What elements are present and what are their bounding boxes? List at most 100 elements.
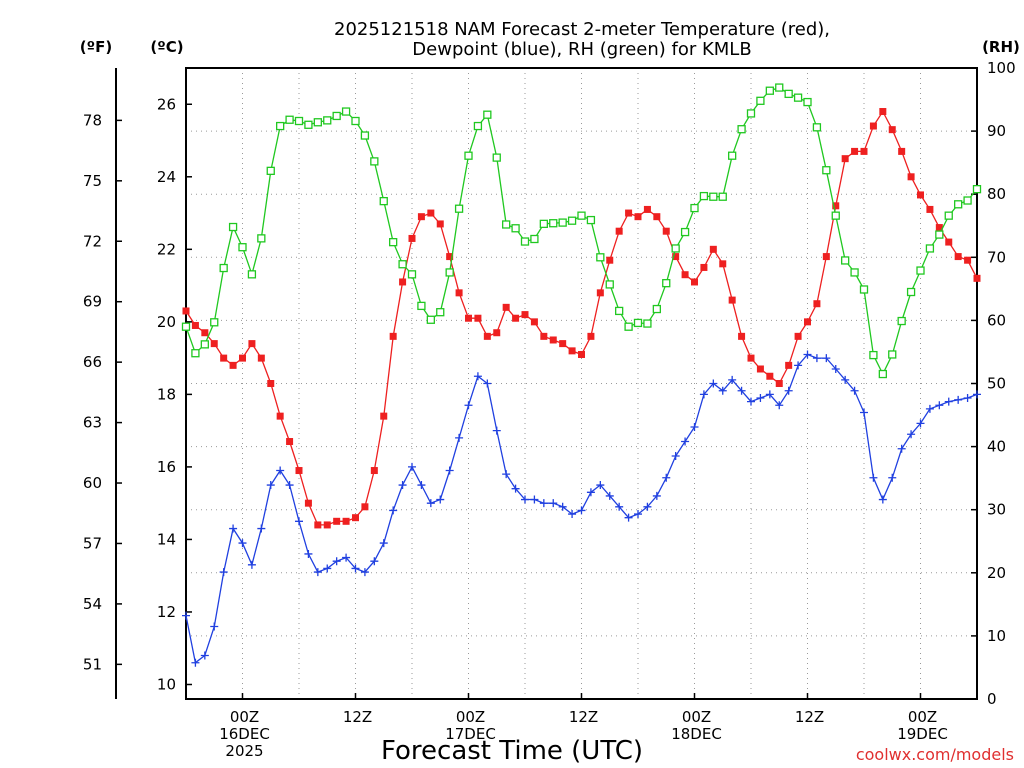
rh-point [492, 153, 501, 162]
fahrenheit-unit-label: (ºF) [80, 38, 112, 56]
temperature-point [879, 108, 887, 116]
rh-tick-label: 50 [987, 375, 1006, 393]
rh-point [765, 86, 774, 95]
dewpoint-point [888, 473, 897, 482]
temperature-point [323, 521, 331, 529]
dewpoint-point [756, 394, 765, 403]
temperature-point [521, 311, 529, 319]
credit-text: coolwx.com/models [856, 745, 1014, 764]
temperature-point [766, 372, 774, 380]
rh-point [784, 89, 793, 99]
temperature-point [785, 361, 793, 369]
dewpoint-point [332, 557, 341, 566]
rh-tick-label: 80 [987, 185, 1006, 203]
dewpoint-point [210, 622, 219, 631]
dewpoint-point [342, 553, 351, 562]
dewpoint-point [408, 462, 416, 471]
rh-point [699, 191, 709, 201]
rh-point [191, 349, 200, 358]
celsius-tick-label: 12 [157, 603, 176, 621]
x-tick-label: 00Z [456, 708, 485, 726]
rh-point [294, 116, 304, 126]
dewpoint-point [812, 354, 821, 363]
dewpoint-point [615, 502, 624, 511]
dewpoint-point [690, 423, 699, 432]
temperature-point [851, 147, 859, 155]
rh-unit-label: (RH) [982, 38, 1020, 56]
rh-point [972, 185, 982, 194]
rh-point [539, 219, 548, 229]
celsius-tick-label: 24 [157, 168, 176, 186]
celsius-tick-label: 10 [157, 675, 176, 693]
temperature-point [888, 126, 896, 134]
rh-point [596, 253, 605, 262]
rh-point [332, 111, 341, 121]
rh-point [473, 121, 483, 131]
rh-point [624, 322, 633, 331]
temperature-point [719, 260, 727, 268]
dewpoint-point [643, 502, 652, 511]
dewpoint-point [455, 433, 464, 442]
temperature-point [917, 191, 924, 199]
temperature-point [615, 227, 623, 235]
temperature-point [907, 173, 915, 181]
temperature-point [747, 354, 755, 362]
dewpoint-point [699, 390, 708, 399]
temperature-point [672, 253, 680, 261]
dewpoint-point [549, 499, 558, 508]
dewpoint-point [869, 473, 878, 482]
fahrenheit-tick-label: 63 [83, 414, 102, 432]
temperature-point [436, 220, 444, 228]
fahrenheit-tick-label: 78 [83, 111, 102, 129]
celsius-tick-label: 16 [157, 458, 176, 476]
dewpoint-point [417, 481, 426, 490]
rh-point [690, 203, 699, 213]
temperature-point [248, 340, 256, 348]
dewpoint-point [954, 395, 963, 404]
temperature-series [182, 108, 981, 529]
x-tick-label: 17DEC [445, 725, 496, 743]
dewpoint-point [313, 568, 322, 577]
rh-point [925, 244, 935, 253]
rh-point [577, 211, 586, 220]
x-tick-label: 12Z [569, 708, 598, 726]
temperature-point [587, 332, 595, 340]
rh-point [633, 318, 643, 328]
rh-point [502, 220, 511, 229]
temperature-point [446, 253, 454, 261]
rh-point [822, 166, 831, 175]
dewpoint-series [182, 350, 981, 667]
dewpoint-point [370, 557, 379, 566]
dewpoint-point [436, 495, 445, 504]
rh-point [671, 244, 680, 253]
fahrenheit-tick-label: 51 [83, 655, 102, 673]
dewpoint-point [831, 364, 840, 373]
rh-point [379, 196, 388, 206]
dewpoint-point [803, 350, 812, 359]
dewpoint-point [492, 426, 501, 435]
rh-point [426, 315, 435, 324]
dewpoint-point [247, 560, 256, 569]
rh-point [511, 224, 520, 233]
temperature-point [634, 213, 642, 221]
rh-point [417, 301, 426, 311]
temperature-point [775, 380, 783, 387]
temperature-point [709, 245, 717, 253]
temperature-point [512, 314, 520, 322]
temperature-point [502, 303, 510, 311]
temperature-point [653, 213, 661, 221]
dewpoint-point [916, 419, 925, 428]
temperature-point [427, 209, 435, 217]
rh-point [662, 279, 671, 288]
rh-point [652, 304, 661, 314]
rh-point [756, 96, 765, 105]
temperature-point [691, 278, 698, 286]
dewpoint-point [586, 488, 595, 497]
rh-tick-label: 90 [987, 122, 1006, 140]
dewpoint-point [276, 466, 285, 475]
rh-tick-label: 20 [987, 564, 1006, 582]
temperature-point [756, 365, 764, 373]
rh-point [436, 308, 445, 317]
dewpoint-point [323, 564, 332, 573]
